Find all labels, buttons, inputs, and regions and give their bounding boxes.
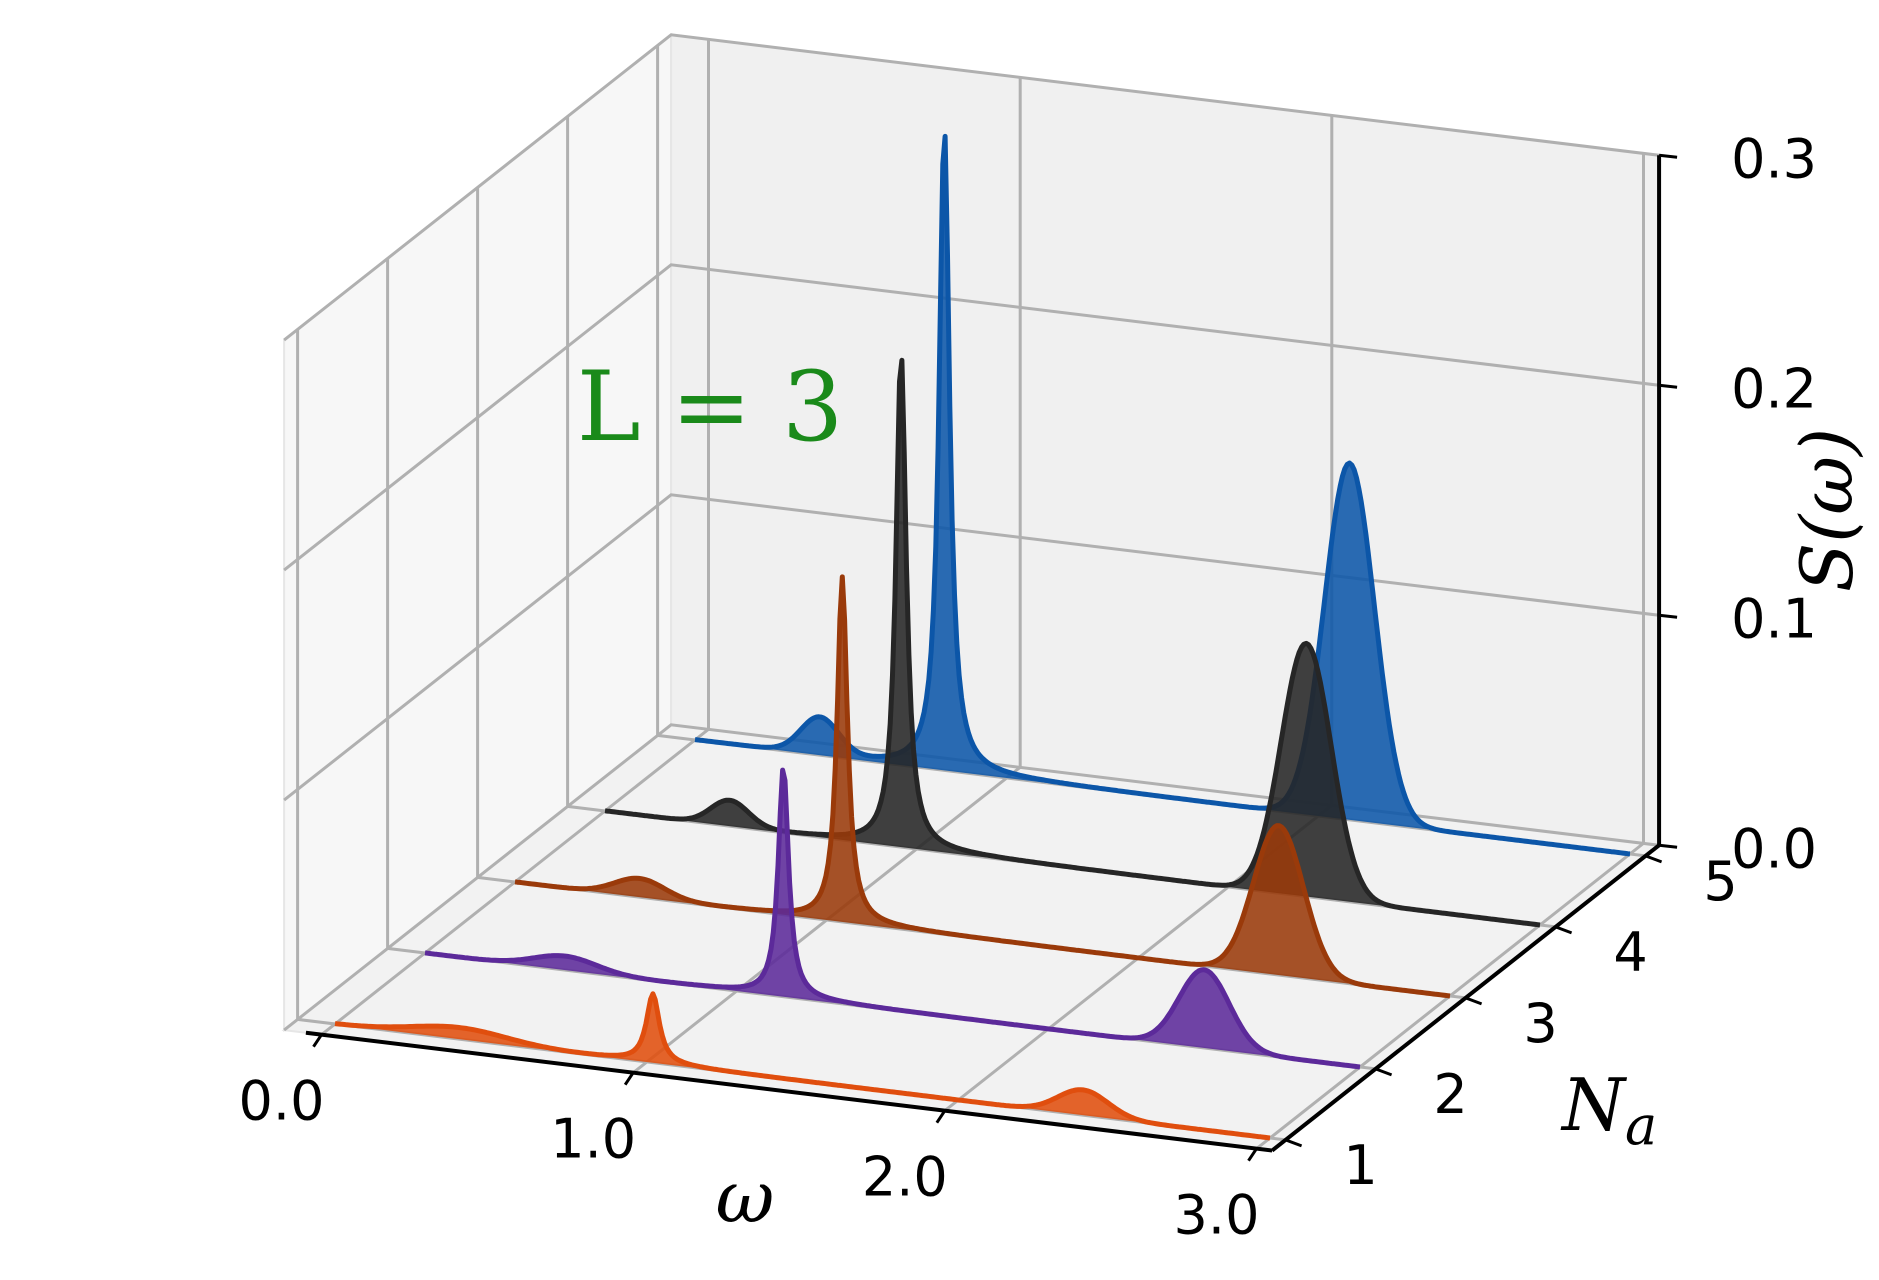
z-axis-label: S(ω) (1785, 428, 1869, 592)
series-area-Na-4 (605, 360, 1540, 925)
y-tick-mark (1375, 1067, 1393, 1077)
z-grid-line (283, 33, 1660, 342)
x-tick-label: 3.0 (1174, 1184, 1260, 1247)
series-line-Na-3 (514, 574, 1451, 999)
y-axis-label: Na (1560, 1063, 1657, 1157)
x-tick-label: 1.0 (550, 1108, 636, 1171)
x-tick-mark (935, 1109, 947, 1124)
y-tick-mark (1285, 1138, 1303, 1148)
x-axis-line (305, 1030, 1273, 1153)
x-tick-mark (623, 1071, 635, 1086)
x-tick-label: 2.0 (862, 1146, 948, 1209)
y-tick-mark (1465, 996, 1483, 1006)
x-tick-label: 0.0 (239, 1070, 325, 1133)
z-tick-mark (1658, 383, 1678, 389)
series-group (334, 133, 1631, 1141)
x-tick-mark (312, 1033, 323, 1048)
z-tick-mark (1658, 153, 1678, 159)
y-tick-mark (1645, 854, 1663, 864)
z-grid-line (283, 263, 1660, 572)
series-line-Na-1 (334, 991, 1271, 1141)
z-tick-label: 0.3 (1731, 127, 1817, 190)
grid-lines (283, 33, 1660, 1150)
z-tick-label: 0.1 (1731, 587, 1817, 650)
z-tick-mark (1658, 843, 1678, 849)
z-tick-label: 0.0 (1731, 817, 1817, 880)
y-tick-label: 3 (1523, 992, 1557, 1055)
y-tick-label: 1 (1343, 1134, 1377, 1197)
z-tick-label: 0.2 (1731, 357, 1817, 420)
y-tick-label: 5 (1703, 850, 1737, 913)
y-tick-label: 4 (1613, 921, 1647, 984)
axis-panes (281, 32, 1662, 1152)
series-line-Na-4 (604, 357, 1541, 928)
x-tick-mark (1247, 1147, 1258, 1162)
chart-annotation: L = 3 (577, 351, 843, 463)
y-tick-mark (1555, 925, 1573, 935)
y-tick-label: 2 (1433, 1063, 1467, 1126)
x-axis-label: ω (716, 1155, 775, 1239)
z-tick-mark (1658, 613, 1678, 619)
series-line-Na-2 (424, 767, 1361, 1070)
